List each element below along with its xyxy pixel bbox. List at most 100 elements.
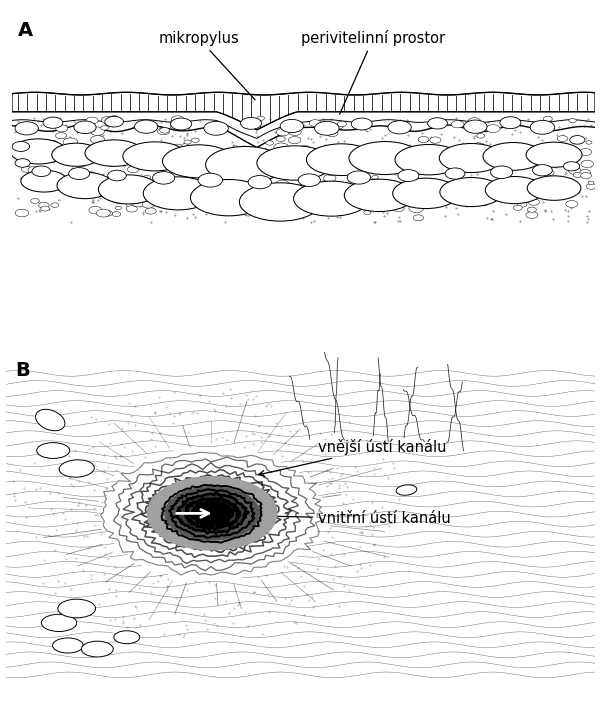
Ellipse shape bbox=[58, 599, 95, 617]
Circle shape bbox=[406, 191, 413, 195]
Circle shape bbox=[440, 157, 449, 162]
Circle shape bbox=[89, 207, 102, 214]
Circle shape bbox=[398, 169, 419, 182]
Circle shape bbox=[580, 169, 591, 176]
Circle shape bbox=[97, 209, 110, 217]
Circle shape bbox=[183, 126, 190, 131]
Ellipse shape bbox=[344, 180, 414, 212]
Circle shape bbox=[12, 141, 30, 151]
Circle shape bbox=[514, 205, 522, 210]
Ellipse shape bbox=[527, 176, 581, 200]
Circle shape bbox=[186, 190, 195, 195]
Circle shape bbox=[306, 206, 314, 211]
Circle shape bbox=[105, 121, 113, 126]
Circle shape bbox=[76, 161, 87, 167]
Ellipse shape bbox=[483, 142, 544, 170]
Polygon shape bbox=[202, 508, 223, 519]
Ellipse shape bbox=[206, 146, 285, 183]
Circle shape bbox=[266, 141, 274, 145]
Circle shape bbox=[204, 121, 228, 135]
Circle shape bbox=[145, 208, 156, 214]
Circle shape bbox=[480, 202, 487, 206]
Circle shape bbox=[143, 161, 149, 164]
Circle shape bbox=[56, 133, 67, 139]
Circle shape bbox=[364, 210, 371, 215]
Circle shape bbox=[490, 166, 513, 179]
Circle shape bbox=[438, 154, 452, 162]
Ellipse shape bbox=[57, 172, 113, 199]
Circle shape bbox=[260, 180, 268, 184]
Circle shape bbox=[347, 171, 370, 184]
Circle shape bbox=[220, 171, 234, 179]
Circle shape bbox=[563, 162, 580, 171]
Ellipse shape bbox=[395, 144, 463, 175]
Circle shape bbox=[15, 159, 30, 167]
Circle shape bbox=[500, 117, 521, 129]
Circle shape bbox=[160, 128, 169, 133]
Circle shape bbox=[86, 117, 98, 123]
Circle shape bbox=[358, 151, 364, 155]
Circle shape bbox=[41, 206, 49, 211]
Circle shape bbox=[581, 172, 591, 179]
Circle shape bbox=[569, 118, 576, 123]
Circle shape bbox=[93, 174, 102, 180]
Circle shape bbox=[30, 139, 42, 146]
Circle shape bbox=[198, 199, 211, 206]
Circle shape bbox=[321, 204, 334, 211]
Circle shape bbox=[90, 136, 105, 144]
Text: vnitřní ústí kanálu: vnitřní ústí kanálu bbox=[229, 511, 451, 526]
Circle shape bbox=[539, 150, 552, 157]
Circle shape bbox=[557, 136, 568, 141]
Ellipse shape bbox=[393, 178, 459, 208]
Circle shape bbox=[511, 151, 520, 157]
Circle shape bbox=[586, 141, 592, 144]
Circle shape bbox=[472, 143, 485, 150]
Circle shape bbox=[409, 204, 424, 213]
Circle shape bbox=[289, 204, 299, 210]
Circle shape bbox=[85, 119, 92, 123]
Circle shape bbox=[543, 116, 552, 121]
Circle shape bbox=[469, 149, 476, 153]
Circle shape bbox=[238, 206, 246, 210]
Circle shape bbox=[276, 129, 290, 136]
Circle shape bbox=[314, 121, 339, 135]
Circle shape bbox=[298, 174, 320, 187]
Circle shape bbox=[385, 156, 399, 164]
Circle shape bbox=[110, 116, 118, 120]
Circle shape bbox=[191, 138, 199, 142]
Circle shape bbox=[31, 199, 39, 203]
Circle shape bbox=[327, 172, 333, 175]
Circle shape bbox=[127, 167, 138, 172]
Circle shape bbox=[580, 149, 592, 156]
Circle shape bbox=[526, 212, 538, 218]
Circle shape bbox=[475, 164, 482, 168]
Ellipse shape bbox=[123, 142, 187, 171]
Ellipse shape bbox=[440, 177, 503, 207]
Ellipse shape bbox=[294, 181, 369, 216]
Circle shape bbox=[230, 169, 245, 178]
Circle shape bbox=[535, 151, 546, 157]
Circle shape bbox=[277, 186, 288, 192]
Ellipse shape bbox=[239, 183, 321, 221]
Circle shape bbox=[568, 167, 581, 174]
Circle shape bbox=[566, 200, 578, 208]
Ellipse shape bbox=[52, 143, 101, 167]
Circle shape bbox=[430, 137, 441, 143]
Circle shape bbox=[537, 190, 551, 198]
Circle shape bbox=[15, 121, 38, 135]
Circle shape bbox=[107, 170, 126, 181]
Circle shape bbox=[370, 146, 382, 153]
Circle shape bbox=[32, 166, 50, 177]
Circle shape bbox=[101, 192, 110, 197]
Circle shape bbox=[486, 189, 493, 193]
Circle shape bbox=[480, 159, 493, 166]
Circle shape bbox=[21, 167, 32, 172]
Circle shape bbox=[51, 203, 59, 208]
Circle shape bbox=[83, 172, 97, 180]
Circle shape bbox=[152, 149, 165, 157]
Circle shape bbox=[182, 144, 189, 147]
Circle shape bbox=[56, 125, 68, 132]
Circle shape bbox=[152, 172, 175, 184]
Circle shape bbox=[337, 121, 347, 126]
Circle shape bbox=[149, 144, 156, 148]
